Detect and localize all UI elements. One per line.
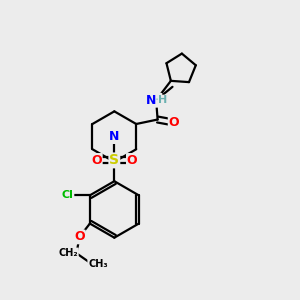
Text: N: N [146, 94, 156, 107]
Text: CH₃: CH₃ [88, 259, 108, 269]
Text: H: H [151, 94, 161, 107]
Text: S: S [109, 153, 119, 167]
Text: CH₂: CH₂ [58, 248, 78, 258]
Text: H: H [158, 95, 167, 105]
Text: Cl: Cl [62, 190, 74, 200]
Text: O: O [74, 230, 85, 243]
Text: O: O [91, 154, 102, 167]
Text: N: N [109, 130, 119, 143]
Text: O: O [169, 116, 179, 129]
Text: O: O [127, 154, 137, 167]
